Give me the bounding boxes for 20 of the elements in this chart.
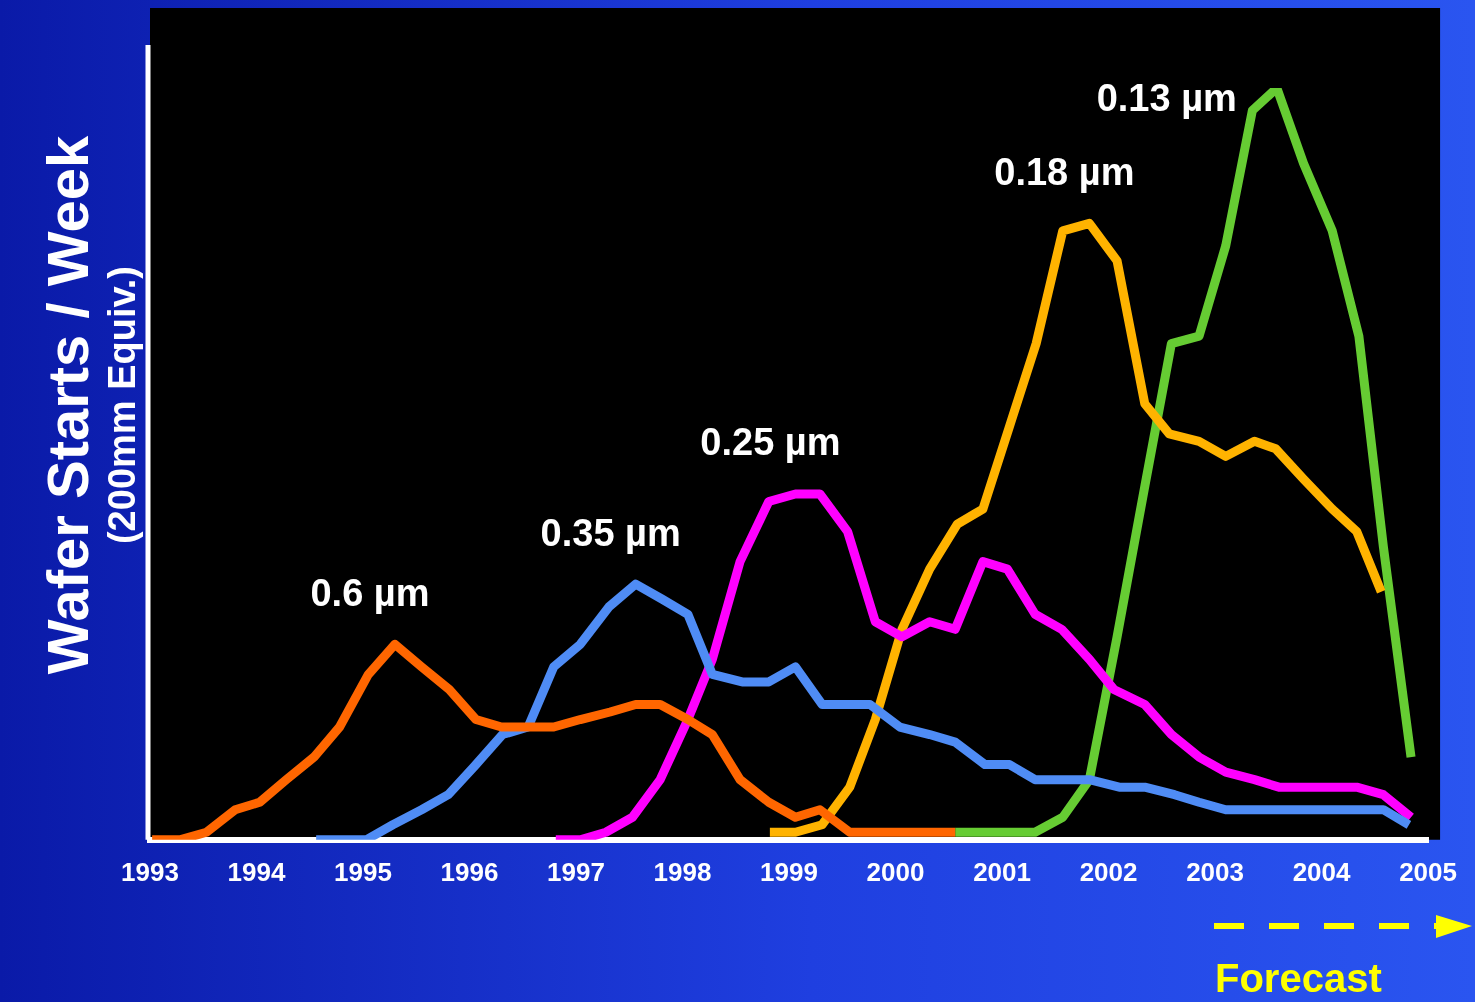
x-tick-label: 1997: [547, 856, 605, 887]
series-label: 0.25 µm: [700, 421, 841, 464]
x-tick-label: 2000: [866, 856, 925, 887]
y-axis-title: Wafer Starts / Week (200mm Equiv.): [35, 135, 144, 675]
x-tick-label: 1996: [440, 856, 499, 887]
x-tick-label: 2004: [1292, 856, 1352, 887]
x-tick-label: 2003: [1186, 856, 1244, 887]
x-tick-label: 1998: [653, 856, 712, 887]
series-label: 0.6 µm: [310, 571, 430, 614]
x-tick-label: 1994: [227, 856, 286, 887]
x-tick-label: 1999: [760, 856, 818, 887]
series-label: 0.35 µm: [540, 511, 681, 554]
series-label: 0.13 µm: [1096, 77, 1237, 120]
x-tick-label: 2002: [1079, 856, 1138, 887]
x-tick-label: 2005: [1399, 856, 1457, 887]
x-tick-label: 1995: [334, 856, 392, 887]
x-tick-label: 1993: [121, 856, 179, 887]
text: Forecast: [1215, 955, 1382, 1001]
x-tick-label: 2001: [973, 856, 1031, 887]
series-label: 0.18 µm: [994, 150, 1135, 193]
